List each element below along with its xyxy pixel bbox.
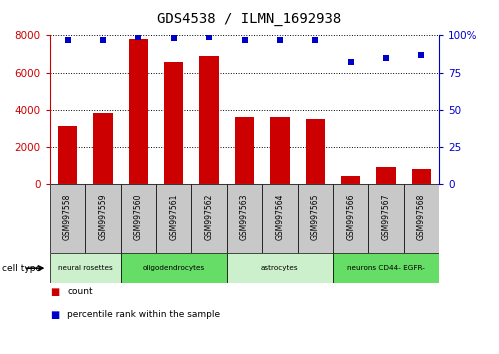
Bar — [192, 184, 227, 253]
Bar — [404, 184, 439, 253]
Bar — [227, 253, 333, 283]
Bar — [50, 184, 85, 253]
Text: GDS4538 / ILMN_1692938: GDS4538 / ILMN_1692938 — [157, 12, 342, 27]
Text: GSM997560: GSM997560 — [134, 194, 143, 240]
Point — [170, 35, 178, 41]
Point — [311, 37, 319, 43]
Bar — [270, 117, 289, 184]
Bar — [305, 119, 325, 184]
Bar — [235, 117, 254, 184]
Bar — [227, 184, 262, 253]
Bar — [93, 113, 113, 184]
Bar — [121, 253, 227, 283]
Bar — [200, 56, 219, 184]
Text: ■: ■ — [50, 310, 59, 320]
Bar — [333, 184, 368, 253]
Text: GSM997563: GSM997563 — [240, 194, 249, 240]
Bar — [85, 184, 121, 253]
Point — [99, 37, 107, 43]
Text: percentile rank within the sample: percentile rank within the sample — [67, 310, 221, 319]
Text: GSM997561: GSM997561 — [169, 194, 178, 240]
Point — [63, 37, 71, 43]
Bar — [129, 39, 148, 184]
Point — [241, 37, 249, 43]
Text: neurons CD44- EGFR-: neurons CD44- EGFR- — [347, 265, 425, 271]
Text: GSM997566: GSM997566 — [346, 194, 355, 240]
Text: count: count — [67, 287, 93, 296]
Point — [347, 59, 355, 65]
Point — [382, 55, 390, 61]
Bar — [156, 184, 192, 253]
Text: GSM997565: GSM997565 — [311, 194, 320, 240]
Point — [418, 52, 426, 58]
Bar — [121, 184, 156, 253]
Text: astrocytes: astrocytes — [261, 265, 299, 271]
Text: ■: ■ — [50, 287, 59, 297]
Bar — [262, 184, 297, 253]
Text: GSM997559: GSM997559 — [98, 194, 107, 240]
Point — [205, 34, 213, 40]
Text: GSM997558: GSM997558 — [63, 194, 72, 240]
Text: GSM997568: GSM997568 — [417, 194, 426, 240]
Text: GSM997564: GSM997564 — [275, 194, 284, 240]
Bar — [368, 184, 404, 253]
Point — [134, 34, 142, 40]
Bar — [50, 253, 121, 283]
Point — [276, 37, 284, 43]
Bar — [164, 62, 184, 184]
Text: GSM997562: GSM997562 — [205, 194, 214, 240]
Text: oligodendrocytes: oligodendrocytes — [143, 265, 205, 271]
Bar — [297, 184, 333, 253]
Bar — [58, 126, 77, 184]
Text: cell type: cell type — [2, 264, 41, 273]
Text: GSM997567: GSM997567 — [382, 194, 391, 240]
Bar — [341, 176, 360, 184]
Text: neural rosettes: neural rosettes — [58, 265, 113, 271]
Bar — [412, 169, 431, 184]
Bar — [333, 253, 439, 283]
Bar — [376, 167, 396, 184]
